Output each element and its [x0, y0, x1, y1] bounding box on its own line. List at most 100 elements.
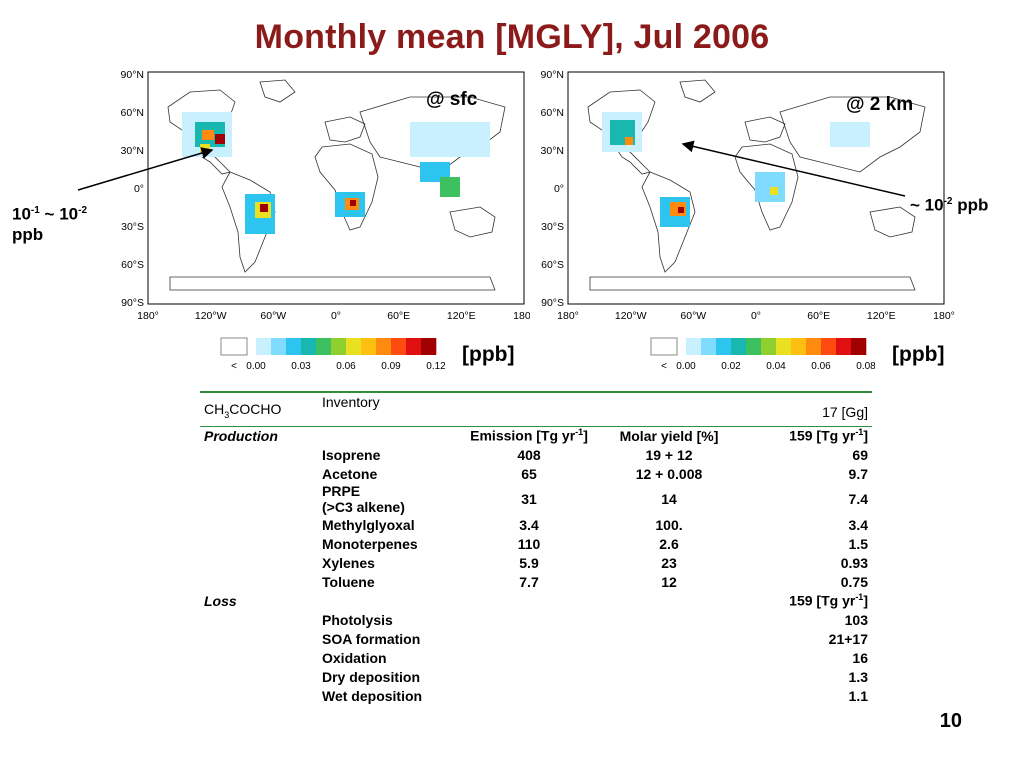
table-row-production-header: Production Emission [Tg yr-1] Molar yiel… [200, 426, 872, 445]
loss-process-name: Dry deposition [322, 668, 421, 685]
concentration-cell [350, 200, 356, 206]
loss-label: Loss [204, 592, 237, 609]
yield-cell: 12 + 0.008 [635, 465, 703, 482]
colorbar-swatch [701, 338, 717, 355]
colorbar-surface: <0.00 0.03 0.06 0.09 0.12 [220, 337, 446, 373]
lat-tick-label: 0° [134, 183, 144, 195]
loss-value-cell: 21+17 [828, 630, 868, 647]
emission-cell: 3.4 [519, 516, 539, 533]
colorbar-swatch [791, 338, 807, 355]
table-row: Wet deposition 1.1 [200, 686, 872, 705]
map-2km-label: @ 2 km [846, 94, 914, 115]
loss-value-cell: 16 [852, 649, 868, 666]
lon-tick-label: 0° [751, 310, 761, 322]
lat-tick-label: 30°S [541, 221, 564, 233]
process-name: Isoprene [322, 446, 381, 463]
value-cell: 3.4 [848, 516, 868, 533]
colorbar-swatch [406, 338, 422, 355]
lat-tick-label: 0° [554, 183, 564, 195]
table-rule-mid [200, 426, 872, 427]
colorbar-swatch [686, 338, 702, 355]
value-cell: 0.75 [840, 573, 868, 590]
value-cell: 0.93 [840, 554, 868, 571]
lon-tick-label: 120°W [195, 310, 227, 322]
annotation-2km: ~ 10-2 ppb [910, 195, 989, 215]
lon-tick-label: 120°E [867, 310, 896, 322]
process-name-line1: PRPE [322, 483, 361, 499]
emission-cell: 65 [521, 465, 537, 482]
colorbar-tick-label: 0.08 [856, 361, 875, 372]
concentration-cell [440, 177, 460, 197]
unit-2km: [ppb] [892, 343, 945, 366]
table-row: Toluene 7.7 12 0.75 [200, 572, 872, 591]
colorbar-swatch [346, 338, 362, 355]
inventory-label: Inventory [322, 394, 380, 410]
yield-cell: 2.6 [659, 535, 679, 552]
table-row: Isoprene 408 19 + 12 69 [200, 445, 872, 464]
process-name: Xylenes [322, 554, 375, 571]
colorbar-swatch [836, 338, 852, 355]
table-row: Methylglyoxal 3.4 100. 3.4 [200, 515, 872, 534]
colorbar-swatch [851, 338, 867, 355]
production-total: 159 [Tg yr-1] [789, 427, 868, 444]
concentration-cell [625, 137, 633, 145]
yield-cell: 14 [661, 491, 677, 507]
lon-tick-label: 180° [933, 310, 955, 322]
colorbar-swatch [776, 338, 792, 355]
loss-process-name: Oxidation [322, 649, 387, 666]
lat-tick-label: 60°N [121, 107, 144, 119]
loss-process-name: Photolysis [322, 611, 393, 628]
lon-tick-label: 60°E [807, 310, 830, 322]
colorbar-swatch [331, 338, 347, 355]
colorbar-tick-label: 0.09 [381, 361, 401, 372]
colorbar-swatch [271, 338, 287, 355]
process-name: Methylglyoxal [322, 516, 415, 533]
yield-header: Molar yield [%] [619, 427, 719, 444]
table-rule-top [200, 391, 872, 393]
lat-tick-label: 60°S [121, 259, 144, 271]
colorbar-tick-label: 0.12 [426, 361, 445, 372]
map-2km: 90°N 60°N 30°N 0° 30°S 60°S 90°S 180° 120°W 60°W… [530, 62, 960, 332]
table-row: Xylenes 5.9 23 0.93 [200, 553, 872, 572]
yield-cell: 12 [661, 573, 677, 590]
emission-cell: 5.9 [519, 554, 539, 571]
loss-value-cell: 103 [844, 611, 868, 628]
colorbar-swatch [361, 338, 377, 355]
emission-cell: 7.7 [519, 573, 539, 590]
lat-tick-label: 90°N [541, 69, 564, 81]
lat-tick-label: 90°S [121, 297, 144, 309]
yield-cell: 23 [661, 554, 677, 571]
lon-tick-label: 0° [331, 310, 341, 322]
lon-tick-label: 60°E [387, 310, 410, 322]
colorbar-tick-label: 0.06 [336, 361, 356, 372]
table-row-inventory: CH3COCHO Inventory 17 [Gg] [200, 390, 872, 426]
species-cell: CH3COCHO [204, 401, 282, 420]
lat-tick-label: 30°N [541, 145, 564, 157]
budget-table: CH3COCHO Inventory 17 [Gg] Production Em… [200, 390, 872, 705]
colorbar-swatch [256, 338, 272, 355]
concentration-cell [215, 134, 225, 144]
colorbar-tick-label: 0.00 [246, 361, 266, 372]
colorbar-tick-label: 0.06 [811, 361, 831, 372]
concentration-cell [770, 187, 778, 195]
process-name: Acetone [322, 465, 378, 482]
concentration-cell [200, 144, 210, 152]
map-surface-label: @ sfc [426, 89, 478, 110]
value-cell: 69 [852, 446, 868, 463]
colorbar-tick-label: < [661, 361, 667, 372]
process-name-line2: (>C3 alkene) [322, 499, 405, 515]
yield-cell: 19 + 12 [645, 446, 693, 463]
lon-tick-label: 180° [137, 310, 159, 322]
lon-tick-label: 120°E [447, 310, 476, 322]
slide-title: Monthly mean [MGLY], Jul 2006 [254, 18, 770, 56]
concentration-cell [202, 130, 214, 140]
lat-tick-label: 60°N [541, 107, 564, 119]
colorbar-2km: <0.00 0.02 0.04 0.06 0.08 [650, 337, 876, 373]
yield-cell: 100. [655, 516, 683, 533]
colorbar-swatch [821, 338, 837, 355]
table-row: Oxidation 16 [200, 648, 872, 667]
map-surface: . 90°N60°N30°N0°30°S60°S90°S 180°120°W60… [110, 62, 535, 332]
annotation-surface: 10-1 ~ 10-2 ppb [12, 204, 88, 244]
lat-tick-label: 30°N [121, 145, 144, 157]
value-cell: 7.4 [848, 491, 868, 507]
